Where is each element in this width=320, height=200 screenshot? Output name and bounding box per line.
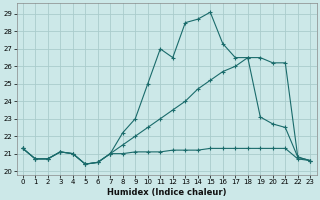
- X-axis label: Humidex (Indice chaleur): Humidex (Indice chaleur): [107, 188, 226, 197]
